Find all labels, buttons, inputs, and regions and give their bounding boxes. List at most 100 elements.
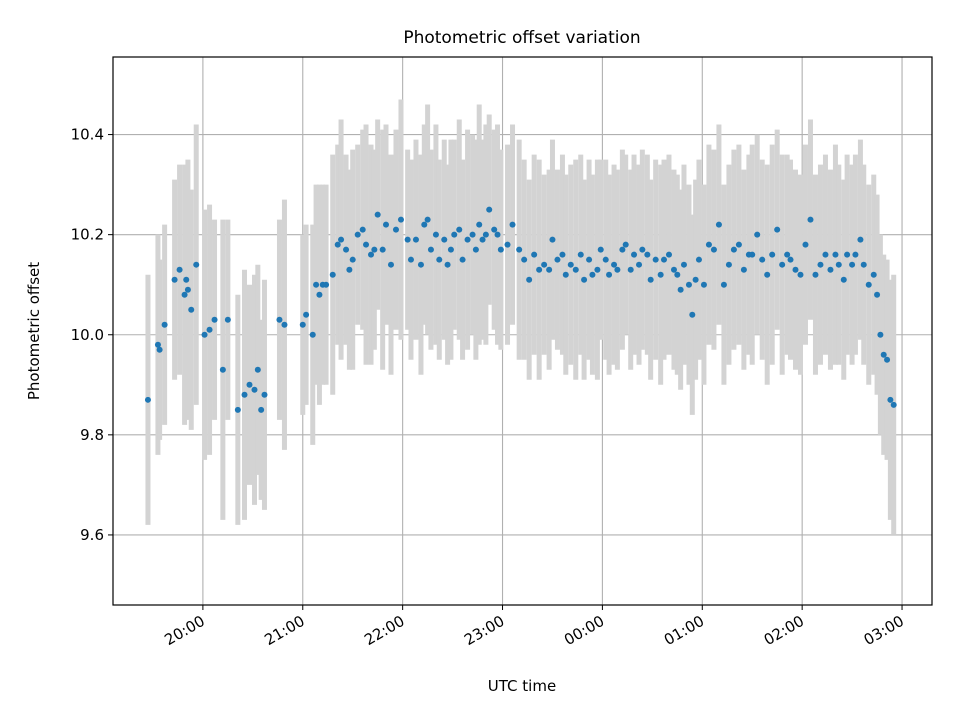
data-point — [451, 231, 458, 238]
data-point — [817, 261, 824, 268]
data-point — [251, 386, 258, 393]
data-point — [784, 251, 791, 258]
data-point — [281, 321, 288, 328]
data-point — [802, 241, 809, 248]
data-point — [611, 261, 618, 268]
data-point — [459, 256, 466, 263]
data-point — [316, 291, 323, 298]
data-point — [614, 266, 621, 273]
data-point — [144, 396, 151, 403]
data-point — [343, 246, 350, 253]
data-point — [397, 216, 404, 223]
error-bars — [145, 99, 897, 535]
data-point — [840, 276, 847, 283]
data-point — [622, 241, 629, 248]
data-point — [549, 236, 556, 243]
data-point — [710, 246, 717, 253]
data-point — [536, 266, 543, 273]
data-point — [354, 231, 361, 238]
x-tick-label: 01:00 — [661, 612, 707, 649]
data-point — [657, 271, 664, 278]
data-point — [387, 261, 394, 268]
data-point — [884, 356, 891, 363]
data-point — [447, 246, 454, 253]
data-point — [754, 231, 761, 238]
data-point — [323, 281, 330, 288]
data-point — [644, 251, 651, 258]
data-point — [880, 351, 887, 358]
data-point — [597, 246, 604, 253]
data-point — [749, 251, 756, 258]
data-point — [685, 281, 692, 288]
data-point — [309, 331, 316, 338]
data-point — [844, 251, 851, 258]
data-point — [299, 321, 306, 328]
data-point — [589, 271, 596, 278]
data-point — [201, 331, 208, 338]
data-point — [171, 276, 178, 283]
data-point — [241, 391, 248, 398]
data-point — [383, 221, 389, 228]
data-point — [516, 246, 523, 253]
data-point — [660, 256, 667, 263]
data-point — [427, 246, 434, 253]
data-point — [890, 401, 897, 408]
data-point — [680, 261, 687, 268]
data-point — [546, 266, 553, 273]
data-point — [639, 246, 646, 253]
data-point — [491, 226, 498, 233]
data-point — [787, 256, 794, 263]
data-point — [715, 221, 722, 228]
data-point — [619, 246, 626, 253]
x-tick-label: 02:00 — [761, 612, 807, 649]
data-point — [246, 381, 253, 388]
data-point — [338, 236, 345, 243]
data-point — [631, 251, 638, 258]
data-point — [184, 286, 191, 293]
data-point — [193, 261, 200, 268]
data-point — [849, 261, 856, 268]
data-point — [735, 241, 742, 248]
data-point — [812, 271, 819, 278]
data-point — [211, 316, 218, 323]
data-point — [652, 256, 659, 263]
data-point — [303, 311, 310, 318]
data-point — [730, 246, 737, 253]
data-point — [234, 406, 241, 413]
data-point — [567, 261, 574, 268]
data-point — [379, 246, 386, 253]
data-point — [334, 241, 341, 248]
data-point — [797, 271, 804, 278]
data-point — [822, 251, 829, 258]
y-tick-label: 9.8 — [80, 426, 104, 444]
data-point — [572, 266, 579, 273]
data-point — [261, 391, 268, 398]
data-point — [161, 321, 168, 328]
data-point — [156, 346, 163, 353]
data-point — [224, 316, 231, 323]
data-point — [276, 316, 283, 323]
y-tick-label: 10.2 — [71, 226, 104, 244]
data-points — [144, 206, 897, 413]
data-point — [674, 271, 681, 278]
data-point — [469, 231, 476, 238]
data-point — [421, 221, 428, 228]
data-point — [594, 266, 601, 273]
x-axis: 20:00 21:00 22:00 23:00 00:00 01:00 02:00 03:00 — [161, 605, 907, 649]
data-point — [541, 261, 548, 268]
data-point — [254, 366, 261, 373]
plot-frame — [112, 56, 933, 606]
data-point — [441, 236, 448, 243]
x-tick-label: 21:00 — [261, 612, 307, 649]
data-point — [176, 266, 183, 273]
data-point — [504, 241, 511, 248]
data-point — [349, 256, 356, 263]
data-point — [559, 251, 566, 258]
data-point — [476, 221, 483, 228]
data-point — [346, 266, 353, 273]
data-point — [586, 256, 593, 263]
data-point — [774, 226, 781, 233]
chart-title: Photometric offset variation — [403, 28, 640, 48]
data-point — [359, 226, 366, 233]
data-point — [456, 226, 463, 233]
